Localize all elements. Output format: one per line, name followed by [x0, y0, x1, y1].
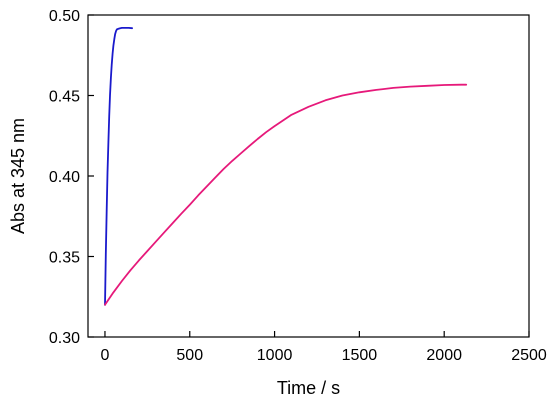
- y-tick-label: 0.35: [49, 250, 80, 267]
- x-axis-title: Time / s: [277, 378, 340, 398]
- x-tick-label: 500: [176, 347, 203, 364]
- series-line-1: [104, 26, 134, 306]
- x-tick-label: 0: [101, 347, 110, 364]
- x-tick-label: 1500: [342, 347, 378, 364]
- x-tick-label: 2000: [426, 347, 462, 364]
- y-tick-label: 0.30: [49, 330, 80, 347]
- y-tick-label: 0.50: [49, 8, 80, 25]
- plot-frame: [87, 14, 530, 338]
- y-axis-title: Abs at 345 nm: [8, 118, 28, 234]
- x-tick-label: 2500: [511, 347, 547, 364]
- y-tick-label: 0.45: [49, 89, 80, 106]
- y-tick-label: 0.40: [49, 169, 80, 186]
- x-tick-label: 1000: [257, 347, 293, 364]
- series-line-2: [104, 83, 468, 306]
